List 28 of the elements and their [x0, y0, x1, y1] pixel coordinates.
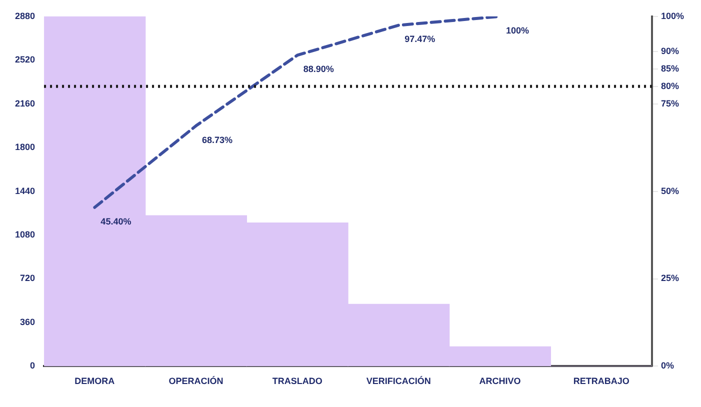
- y2-tick-label: 75%: [660, 98, 679, 108]
- y2-tick-label: 85%: [660, 63, 679, 74]
- y-tick-label: 720: [20, 273, 36, 284]
- y-tick-label: 2160: [14, 98, 36, 108]
- x-tick-label: OPERACIÓN: [168, 376, 224, 386]
- y2-tick-label: 90%: [660, 46, 679, 56]
- y-tick-label: 2880: [14, 10, 36, 21]
- x-tick-label: ARCHIVO: [479, 376, 521, 386]
- x-tick-label: VERIFICACIÓN: [366, 376, 431, 386]
- data-label: 88.90%: [303, 64, 334, 74]
- y-tick-label: 1080: [14, 230, 36, 240]
- y-tick-label: 0: [30, 360, 36, 371]
- y2-tick-label: 0%: [660, 360, 674, 371]
- y2-tick-label: 100%: [660, 10, 684, 21]
- y2-tick-label: 80%: [660, 80, 679, 91]
- y-tick-label: 1800: [14, 142, 36, 152]
- data-label: 100%: [506, 25, 530, 36]
- data-label: 97.47%: [404, 34, 436, 44]
- y2-tick-label: 25%: [660, 273, 679, 284]
- y-tick-label: 2520: [14, 54, 36, 65]
- y-tick-label: 360: [20, 316, 36, 327]
- x-tick-label: TRASLADO: [272, 376, 322, 386]
- x-tick-label: RETRABAJO: [573, 376, 630, 386]
- data-label: 68.73%: [202, 134, 233, 145]
- x-tick-label: DEMORA: [74, 376, 116, 386]
- y2-tick-label: 50%: [660, 186, 679, 196]
- y-tick-label: 1440: [14, 186, 36, 196]
- data-label: 45.40%: [100, 216, 132, 226]
